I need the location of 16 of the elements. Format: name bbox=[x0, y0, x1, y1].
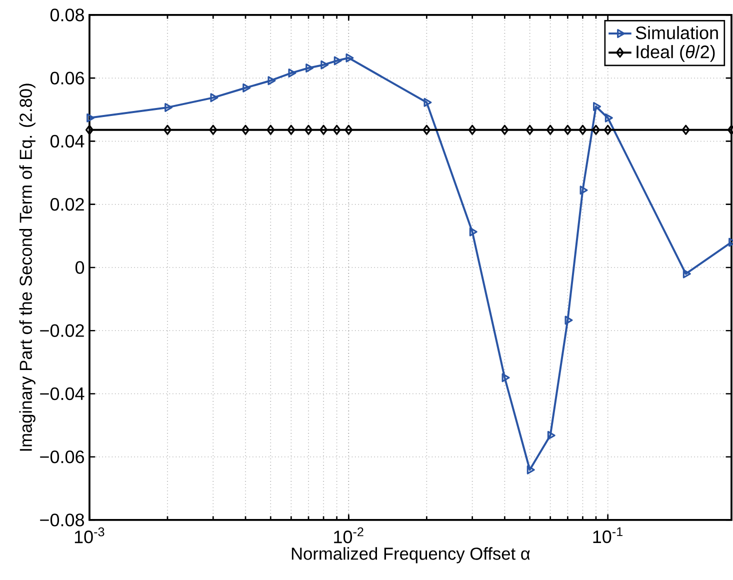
y-tick-label: 0.06 bbox=[50, 72, 84, 84]
legend-label: Simulation bbox=[636, 26, 718, 40]
x-tick-label: 10$^{-3}$ bbox=[74, 527, 104, 544]
y-tick-label: 0.02 bbox=[50, 198, 84, 211]
y-tick-label: 0.04 bbox=[50, 134, 84, 148]
y-tick-label: −0.08 bbox=[40, 514, 84, 526]
y-tick-label: −0.02 bbox=[40, 324, 84, 337]
legend-label: Ideal (θ/2) bbox=[636, 45, 715, 62]
y-tick-label: −0.06 bbox=[40, 450, 84, 464]
x-axis-title: Normalized Frequency Offset α bbox=[292, 547, 530, 564]
y-tick-label: 0 bbox=[75, 261, 84, 274]
y-tick-label: −0.04 bbox=[40, 387, 84, 400]
y-tick-label: 0.08 bbox=[50, 8, 84, 22]
x-tick-label: 10$^{-1}$ bbox=[593, 527, 622, 544]
x-tick-label: 10$^{-2}$ bbox=[334, 527, 364, 544]
y-axis-title: Imaginary Part of the Second Term of Eq. (2.80) bbox=[19, 84, 36, 451]
